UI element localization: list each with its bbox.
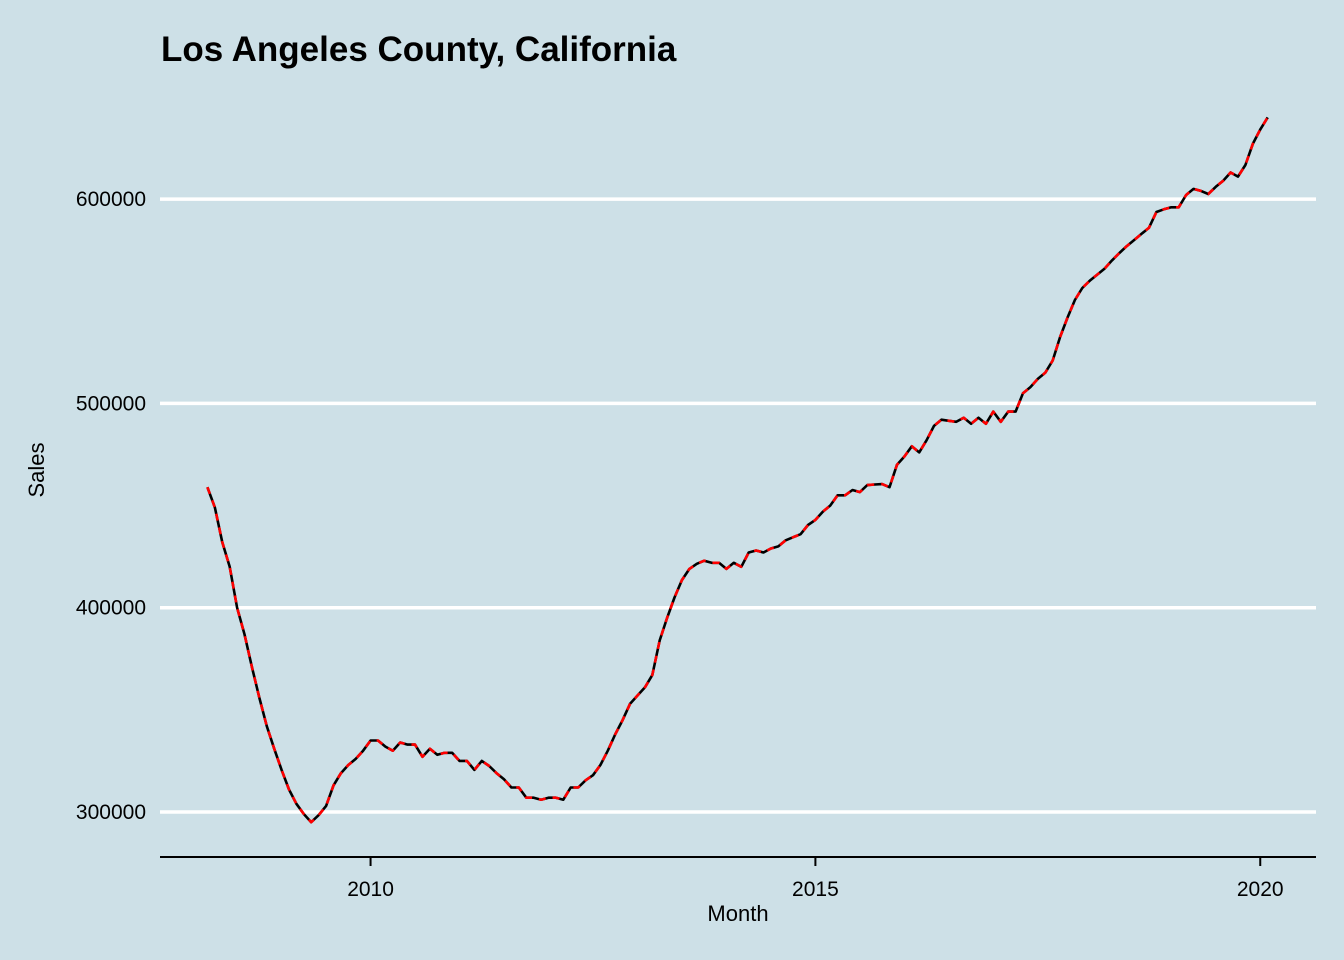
chart-title: Los Angeles County, California	[161, 30, 677, 69]
x-tick-label: 2020	[1237, 878, 1284, 901]
y-tick-label: 500000	[76, 392, 146, 415]
x-axis: 2010 2015 2020	[160, 856, 1316, 901]
y-tick-label: 300000	[76, 801, 146, 824]
series-line-solid	[206, 116, 1269, 824]
y-axis-label: Sales	[24, 442, 49, 497]
y-tick-labels: 300000 400000 500000 600000	[76, 188, 146, 824]
gridlines	[160, 197, 1316, 814]
y-tick-label: 400000	[76, 597, 146, 620]
x-axis-label: Month	[707, 901, 768, 926]
x-tick-label: 2010	[347, 878, 394, 901]
y-tick-label: 600000	[76, 188, 146, 211]
x-tick-label: 2015	[792, 878, 839, 901]
series-lines	[206, 116, 1269, 824]
series-line-dashed	[206, 116, 1269, 824]
